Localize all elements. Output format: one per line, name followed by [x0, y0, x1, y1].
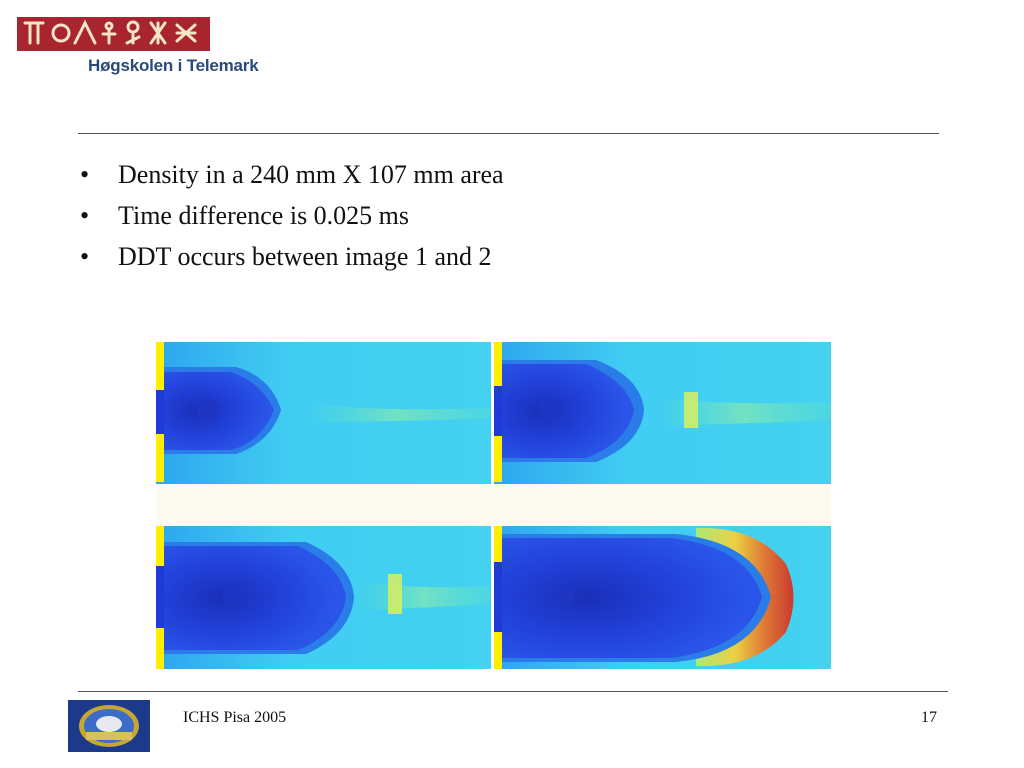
glyph-banner-logo-icon — [17, 17, 210, 51]
page-number: 17 — [921, 709, 937, 726]
density-panel — [494, 526, 831, 669]
bullet-glyph: • — [80, 201, 90, 230]
bullet-glyph: • — [80, 160, 90, 189]
bullet-list: • Density in a 240 mm X 107 mm area • Time… — [80, 154, 504, 277]
density-panel — [156, 342, 491, 484]
bullet-item: • Density in a 240 mm X 107 mm area — [80, 154, 504, 195]
ichs-conference-logo-icon — [68, 700, 150, 752]
bullet-text: Density in a 240 mm X 107 mm area — [118, 160, 504, 189]
bullet-item: • DDT occurs between image 1 and 2 — [80, 236, 504, 277]
density-panel — [494, 342, 831, 484]
bullet-glyph: • — [80, 242, 90, 271]
bullet-text: DDT occurs between image 1 and 2 — [118, 242, 492, 271]
bullet-text: Time difference is 0.025 ms — [118, 201, 410, 230]
footer-divider — [78, 691, 948, 692]
footer-conference: ICHS Pisa 2005 — [183, 709, 287, 726]
bullet-item: • Time difference is 0.025 ms — [80, 195, 504, 236]
header-divider — [78, 133, 939, 134]
density-panel — [156, 526, 491, 669]
institution-name: Høgskolen i Telemark — [88, 56, 259, 75]
density-simulation-images — [156, 342, 831, 669]
